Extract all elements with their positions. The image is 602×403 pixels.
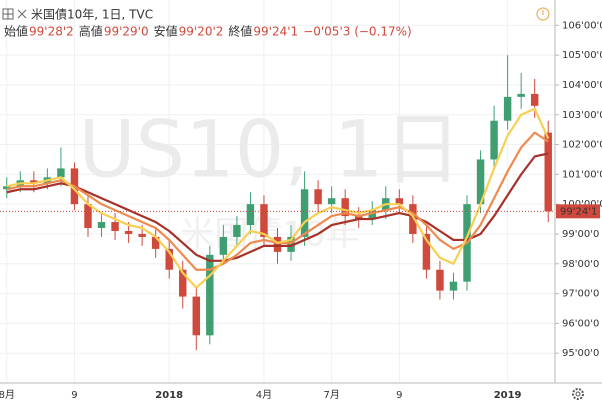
candle-body xyxy=(30,180,38,184)
y-tick-label: 106'00'0 xyxy=(562,20,602,31)
ohlc-value: 99'29'0 xyxy=(104,25,149,39)
candle-body xyxy=(260,204,268,237)
x-tick-label: 9 xyxy=(71,390,77,401)
candle-body xyxy=(3,186,11,190)
y-tick-label: 103'00'0 xyxy=(562,110,602,121)
ohlc-label: 高値 xyxy=(79,24,103,39)
candle-body xyxy=(517,93,525,97)
y-tick-label: 98'00'0 xyxy=(562,259,599,270)
candle-body xyxy=(287,236,295,252)
x-tick-label: 4月 xyxy=(256,389,272,401)
settings-icon[interactable] xyxy=(572,388,584,400)
y-tick-label: 97'00'0 xyxy=(562,289,599,300)
candle-body xyxy=(422,233,431,270)
candle-body xyxy=(327,198,336,205)
y-tick-label: 99'00'0 xyxy=(562,229,599,240)
ohlc-label: 始値 xyxy=(4,24,28,39)
x-tick-label: 8月 xyxy=(0,389,15,401)
candle-body xyxy=(165,248,173,270)
candle-body xyxy=(206,254,214,336)
symbol-title: 米国債10年, 1日, TVC xyxy=(31,7,153,22)
ohlc-value: 99'20'2 xyxy=(179,25,224,39)
y-tick-label: 102'00'0 xyxy=(562,140,602,151)
ohlc-label: 終値 xyxy=(228,24,252,39)
x-tick-label: 2018 xyxy=(155,390,183,401)
candle-body xyxy=(192,296,201,336)
watermark-sub: 米国債10年 xyxy=(180,215,359,255)
y-tick-label: 95'00'0 xyxy=(562,348,599,359)
candle-body xyxy=(57,168,65,178)
ohlc-label: 安値 xyxy=(154,24,178,39)
ohlc-row: 始値 99'28'2 高値 99'29'0 安値 99'20'2 終値 99'24'1 −0'0… xyxy=(4,24,412,39)
candle-body xyxy=(341,198,349,217)
ma-line xyxy=(6,152,549,262)
candle-body xyxy=(179,269,187,297)
x-tick-label: 7月 xyxy=(323,389,339,401)
candle-body xyxy=(138,233,146,237)
x-tick-label: 9 xyxy=(396,390,402,401)
ohlc-value: 99'28'2 xyxy=(29,25,74,39)
candle-body xyxy=(111,222,119,231)
watermark: US10, 1日 xyxy=(78,105,461,195)
y-tick-label: 104'00'0 xyxy=(562,80,602,91)
plot xyxy=(0,55,555,351)
alert-icon[interactable] xyxy=(536,7,550,21)
candle-body xyxy=(449,281,458,291)
candle-body xyxy=(273,236,282,252)
gear[interactable] xyxy=(572,388,584,400)
last-price-label: 99'24'1 xyxy=(560,206,597,217)
gear-hub xyxy=(575,391,581,397)
candle-body xyxy=(368,210,376,220)
candle-body xyxy=(395,198,404,205)
candle-body xyxy=(97,222,106,229)
candle-body xyxy=(233,225,241,237)
x-tick-label: 2019 xyxy=(494,390,522,401)
y-tick-label: 101'00'0 xyxy=(562,169,602,180)
y-tick-label: 96'00'0 xyxy=(562,318,599,329)
candle-body xyxy=(409,204,417,234)
candle-body xyxy=(300,189,309,237)
candle-body xyxy=(530,93,539,106)
candle-body xyxy=(84,204,92,229)
candle-body xyxy=(151,236,160,249)
grid xyxy=(0,0,555,383)
candle-body xyxy=(354,216,363,220)
close-icon xyxy=(17,9,27,19)
ohlc-value: 99'24'1 xyxy=(253,25,298,39)
change: −0'05'3 (−0.17%) xyxy=(303,25,412,39)
y-tick-label: 105'00'0 xyxy=(562,50,602,61)
candle-body xyxy=(219,236,228,255)
candle-body xyxy=(544,132,552,212)
candle-body xyxy=(503,96,512,121)
candle-body xyxy=(314,189,322,205)
header: 米国債10年, 1日, TVC 始値 99'28'2 高値 99'29'0 安値 99'2… xyxy=(2,7,550,39)
candle-body xyxy=(436,269,444,291)
last-price-box xyxy=(556,204,600,219)
candle-body xyxy=(490,120,498,160)
candle-body xyxy=(476,159,485,205)
candle-body xyxy=(124,230,133,234)
axes: 95'00'096'00'097'00'098'00'099'00'0100'0… xyxy=(0,20,602,401)
ma-line xyxy=(6,107,550,289)
candle-body xyxy=(246,204,255,226)
